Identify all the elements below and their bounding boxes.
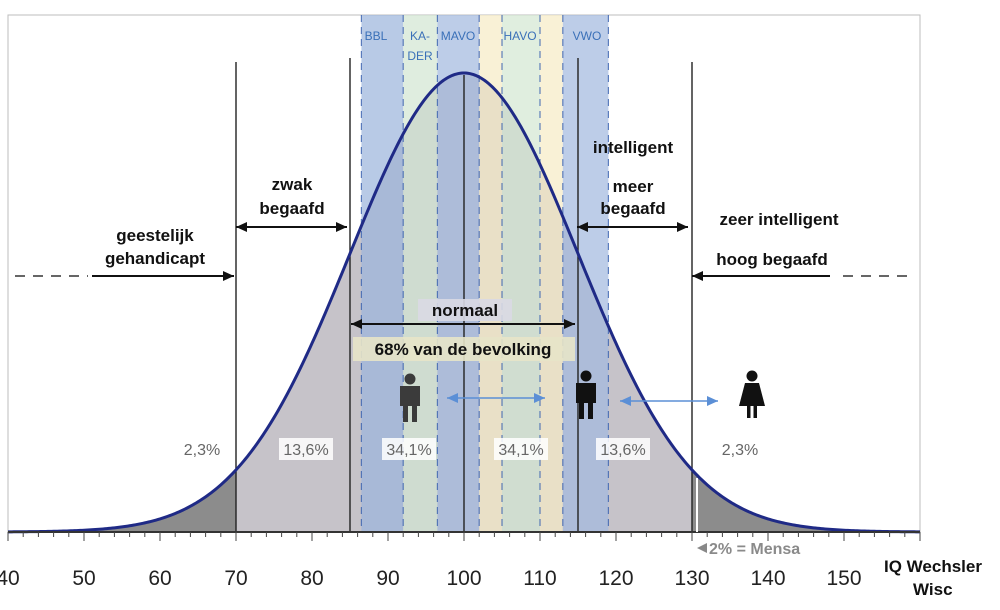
arrow-zwak-begaafd-head-0: [336, 222, 347, 232]
arrow-hoog-begaafd-head-0: [692, 271, 703, 281]
arrow-meer-begaafd: [577, 222, 688, 232]
mensa-label: 2% = Mensa: [709, 541, 800, 558]
pct-label-bg-4: [596, 438, 650, 460]
school-band-5: [540, 15, 563, 532]
x-tick-label: 130: [674, 567, 709, 590]
pct-label-4: 13,6%: [600, 442, 645, 459]
band-label-vwo: VWO: [573, 29, 602, 43]
x-tick-label: 50: [72, 567, 95, 590]
label-geestelijk: geestelijk: [116, 226, 194, 245]
x-tick-label: 90: [376, 567, 399, 590]
region-fill-low-tail: [8, 469, 236, 532]
curve-layer: [7, 71, 921, 534]
person-man-black-icon: [576, 370, 596, 419]
region-fill-high-tail: [692, 469, 920, 532]
label-zeer-intelligent: zeer intelligent: [719, 210, 838, 229]
arrow-normaal-head-1: [351, 319, 362, 329]
label-normaal-bg: [418, 299, 512, 321]
pct-label-5: 2,3%: [722, 442, 758, 459]
arrow-geestelijk: [92, 271, 234, 281]
person-man-black-icon-leg-left: [579, 401, 584, 419]
label-bevolking-bg: [353, 337, 575, 361]
x-tick-label: 100: [446, 567, 481, 590]
person-woman-icon-leg-right: [753, 406, 757, 418]
person-man-black-icon-leg-right: [588, 401, 593, 419]
pct-label-bg-3: [494, 438, 548, 460]
pct-label-0: 2,3%: [184, 442, 220, 459]
person-man-gray-icon-head-icon: [404, 373, 416, 385]
person-woman-icon-head-icon: [746, 370, 758, 382]
school-band-3: [479, 15, 502, 532]
label-bevolking: 68% van de bevolking: [375, 340, 552, 359]
label-begaafd-high: begaafd: [600, 199, 665, 218]
person-man-gray-icon-body-icon: [400, 386, 420, 406]
x-tick-label: 80: [300, 567, 323, 590]
person-man-gray-icon: [400, 373, 420, 422]
category-labels: 2,3% 13,6% 34,1% 34,1% 13,6% 2,3% geestelijk ge…: [15, 138, 915, 558]
x-tick-label: 70: [224, 567, 247, 590]
label-normaal: normaal: [432, 301, 498, 320]
pct-label-1: 13,6%: [283, 442, 328, 459]
arrow-geestelijk-head-0: [223, 271, 234, 281]
label-gehandicapt: gehandicapt: [105, 249, 205, 268]
pct-label-2: 34,1%: [386, 442, 431, 459]
person-man-gray-icon-leg-left: [403, 404, 408, 422]
x-axis-label-line2: Wisc: [913, 580, 953, 599]
label-intelligent: intelligent: [593, 138, 674, 157]
arrow-meer-begaafd-head-0: [677, 222, 688, 232]
band-label-havo: HAVO: [503, 29, 536, 43]
arrow-blue-right: [620, 396, 718, 406]
person-woman-icon-dress-icon: [739, 383, 765, 406]
band-label-bbl: BBL: [365, 29, 388, 43]
x-tick-label: 150: [826, 567, 861, 590]
x-tick-label: 140: [750, 567, 785, 590]
band-label-kader-2: DER: [407, 49, 433, 63]
band-label-kader-1: KA-: [410, 29, 430, 43]
arrow-blue-middle-head-1: [447, 393, 458, 403]
person-man-gray-icon-leg-right: [412, 404, 417, 422]
arrow-blue-right-head-0: [707, 396, 718, 406]
arrow-blue-middle-head-0: [534, 393, 545, 403]
pct-label-bg-1: [279, 438, 333, 460]
arrow-meer-begaafd-head-1: [577, 222, 588, 232]
normal-curve: [7, 71, 921, 534]
arrow-blue-right-head-1: [620, 396, 631, 406]
arrow-normaal-head-0: [564, 319, 575, 329]
band-label-mavo: MAVO: [441, 29, 475, 43]
arrow-zwak-begaafd: [236, 222, 347, 232]
pct-label-3: 34,1%: [498, 442, 543, 459]
school-band-2: [437, 15, 480, 532]
arrow-hoog-begaafd: [692, 271, 830, 281]
label-meer: meer: [613, 177, 654, 196]
arrow-zwak-begaafd-head-1: [236, 222, 247, 232]
x-tick-label: 60: [148, 567, 171, 590]
x-axis-label-line1: IQ Wechsler: [884, 557, 982, 576]
x-tick-label: 40: [0, 567, 20, 590]
x-tick-label: 110: [523, 567, 556, 590]
x-axis: 40 50 60 70 80 90 100 110 120 130 140 150 IQ Wechsle…: [0, 531, 982, 599]
person-icons: [400, 370, 765, 422]
person-man-black-icon-head-icon: [580, 370, 592, 382]
label-zwak: zwak: [272, 175, 313, 194]
mensa-arrow: [697, 543, 707, 553]
school-bands: BBL KA- DER MAVO HAVO VWO: [360, 15, 610, 532]
pct-label-bg-2: [382, 438, 436, 460]
person-man-black-icon-body-icon: [576, 383, 596, 403]
person-woman-icon-leg-left: [747, 406, 751, 418]
x-tick-label: 120: [598, 567, 633, 590]
arrow-blue-middle: [447, 393, 545, 403]
label-begaafd-low: begaafd: [259, 199, 324, 218]
arrow-normaal: [351, 319, 575, 329]
person-woman-icon: [739, 370, 765, 418]
label-hoog-begaafd: hoog begaafd: [716, 250, 827, 269]
